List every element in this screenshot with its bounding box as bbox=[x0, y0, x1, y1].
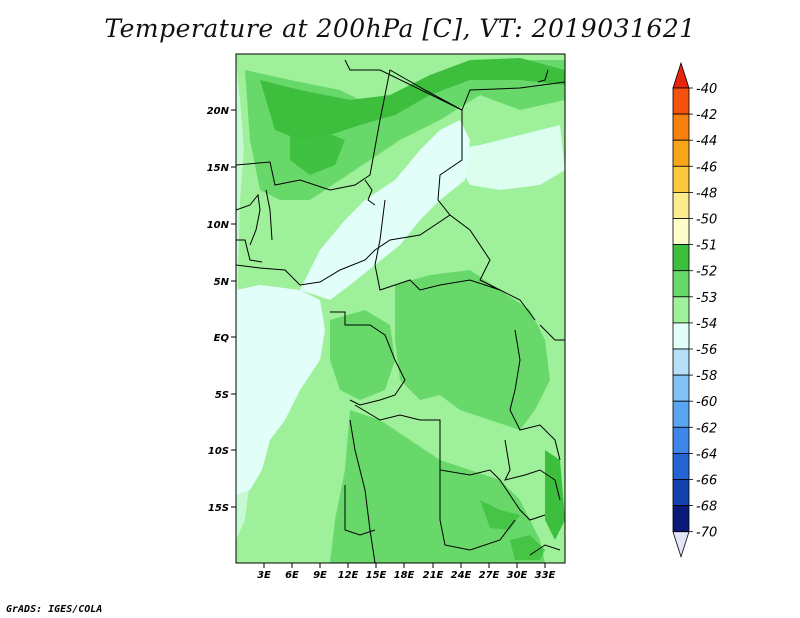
grads-credit: GrADS: IGES/COLA bbox=[6, 604, 103, 615]
colorbar-swatch bbox=[672, 479, 690, 507]
colorbar-swatch bbox=[672, 165, 690, 193]
colorbar-swatch bbox=[672, 244, 690, 272]
lat-label-5n: 5N bbox=[214, 277, 230, 288]
lon-label-30e: 30E bbox=[507, 570, 528, 581]
colorbar-swatch bbox=[672, 348, 690, 376]
lon-label-15e: 15E bbox=[366, 570, 387, 581]
colorbar-label: -52 bbox=[696, 265, 717, 280]
colorbar-label: -51 bbox=[696, 239, 717, 254]
latitude-axis: 20N 15N 10N 5N EQ 5S 10S 15S bbox=[207, 106, 236, 514]
lat-label-10n: 10N bbox=[207, 220, 230, 231]
colorbar-top-arrow bbox=[672, 61, 690, 89]
colorbar-label: -62 bbox=[696, 421, 717, 436]
lon-label-33e: 33E bbox=[535, 570, 556, 581]
colorbar-swatch bbox=[672, 139, 690, 167]
temperature-field bbox=[236, 54, 565, 563]
lon-label-12e: 12E bbox=[338, 570, 359, 581]
lon-label-24e: 24E bbox=[451, 570, 472, 581]
colorbar-swatch bbox=[672, 400, 690, 428]
colorbar-swatch bbox=[672, 218, 690, 246]
lat-label-15n: 15N bbox=[207, 163, 230, 174]
colorbar-label: -46 bbox=[696, 160, 717, 175]
lon-label-9e: 9E bbox=[313, 570, 327, 581]
lon-label-18e: 18E bbox=[394, 570, 415, 581]
lat-label-20n: 20N bbox=[207, 106, 230, 117]
colorbar-bottom-arrow bbox=[672, 531, 690, 559]
colorbar-swatch bbox=[672, 322, 690, 350]
colorbar: -40 -42 -44 -46 -48 -50 -51 -52 -53 -54 -56 -58 -60 -… bbox=[672, 61, 717, 559]
colorbar-swatch bbox=[672, 505, 690, 533]
colorbar-label: -48 bbox=[696, 186, 717, 201]
colorbar-label: -64 bbox=[696, 447, 717, 462]
lat-label-5s: 5S bbox=[215, 390, 229, 401]
colorbar-label: -42 bbox=[696, 108, 717, 123]
lon-label-6e: 6E bbox=[285, 570, 299, 581]
colorbar-label: -68 bbox=[696, 500, 717, 515]
longitude-axis: 3E 6E 9E 12E 15E 18E 21E 24E 27E 30E 33E bbox=[257, 563, 556, 581]
lat-label-eq: EQ bbox=[214, 333, 230, 344]
colorbar-swatch bbox=[672, 191, 690, 219]
country-borders bbox=[236, 59, 565, 563]
lon-label-21e: 21E bbox=[423, 570, 444, 581]
colorbar-label: -44 bbox=[696, 134, 717, 149]
colorbar-label: -50 bbox=[696, 213, 717, 228]
colorbar-swatch bbox=[672, 374, 690, 402]
colorbar-label: -56 bbox=[696, 343, 717, 358]
colorbar-swatch bbox=[672, 452, 690, 480]
lon-label-27e: 27E bbox=[479, 570, 500, 581]
lat-label-10s: 10S bbox=[208, 446, 229, 457]
colorbar-label: -70 bbox=[696, 526, 717, 541]
lat-label-15s: 15S bbox=[208, 503, 229, 514]
colorbar-label: -40 bbox=[696, 82, 717, 97]
colorbar-swatch bbox=[672, 87, 690, 115]
colorbar-swatch bbox=[672, 296, 690, 324]
colorbar-label: -58 bbox=[696, 369, 717, 384]
colorbar-swatch bbox=[672, 426, 690, 454]
map-frame bbox=[235, 53, 566, 564]
colorbar-swatch bbox=[672, 113, 690, 141]
colorbar-label: -60 bbox=[696, 395, 717, 410]
colorbar-swatch bbox=[672, 270, 690, 298]
colorbar-label: -53 bbox=[696, 291, 717, 306]
colorbar-label: -54 bbox=[696, 317, 717, 332]
map-title: Temperature at 200hPa [C], VT: 201903162… bbox=[104, 14, 696, 43]
lon-label-3e: 3E bbox=[257, 570, 271, 581]
colorbar-label: -66 bbox=[696, 474, 717, 489]
